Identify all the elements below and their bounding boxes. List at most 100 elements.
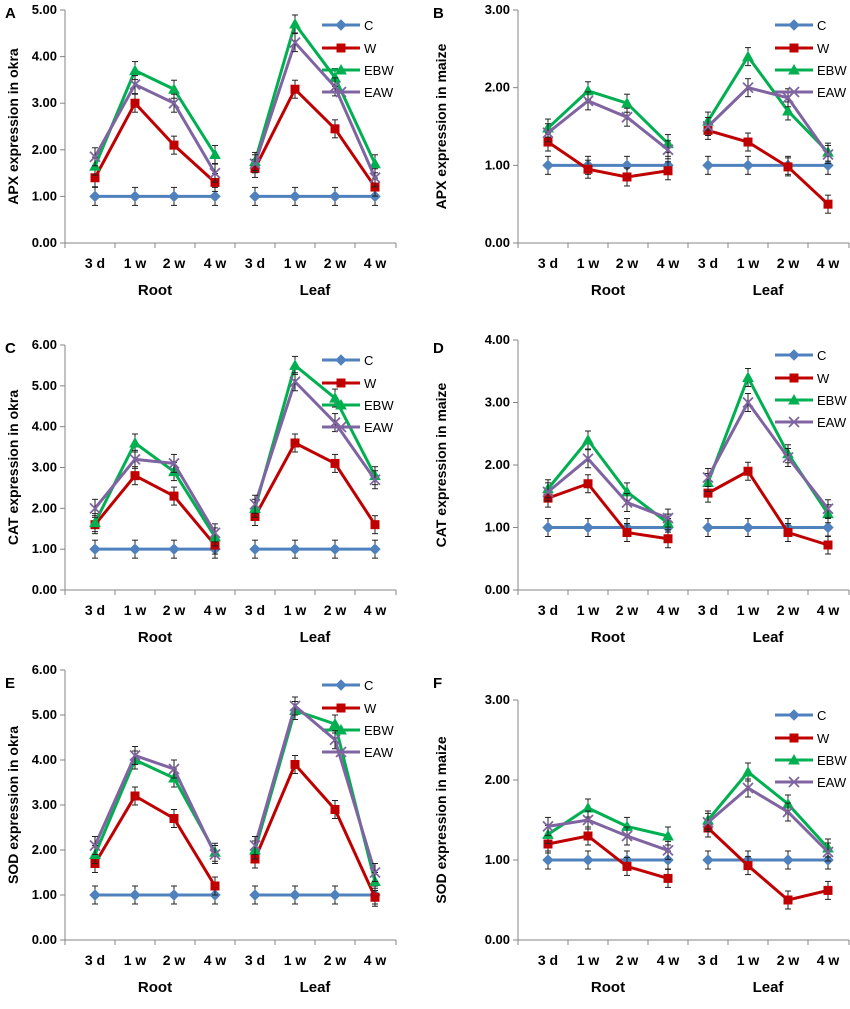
series-eaw xyxy=(542,393,834,528)
data-point xyxy=(622,528,632,537)
series-c xyxy=(89,539,381,559)
legend-item-w: W xyxy=(322,376,377,391)
data-point xyxy=(702,816,714,829)
data-point xyxy=(289,543,301,555)
data-point xyxy=(742,159,754,172)
y-axis-label: CAT expression in maize xyxy=(433,382,449,547)
data-point xyxy=(542,159,554,172)
legend-marker xyxy=(789,373,799,383)
y-axis-label: CAT expression in okra xyxy=(5,390,21,546)
series-eaw xyxy=(542,78,834,164)
data-point xyxy=(249,158,261,170)
x-tick-label: 3 d xyxy=(538,602,558,618)
data-point xyxy=(582,854,594,866)
y-tick-label: 2.00 xyxy=(485,457,510,472)
x-tick-label: 3 d xyxy=(698,952,718,968)
data-point xyxy=(743,137,753,147)
data-point xyxy=(542,854,554,866)
y-tick-label: 0.00 xyxy=(32,932,57,947)
data-point xyxy=(742,82,754,94)
x-tick-label: 2 w xyxy=(324,602,347,618)
data-point xyxy=(129,190,141,203)
series-line xyxy=(253,761,377,898)
legend-marker xyxy=(336,378,346,388)
legend-marker xyxy=(788,753,800,765)
data-point xyxy=(289,700,301,712)
y-tick-label: 1.00 xyxy=(32,541,57,556)
x-tick-label: 4 w xyxy=(657,602,680,618)
series-line xyxy=(253,39,377,179)
data-point xyxy=(370,520,380,530)
data-point xyxy=(621,496,633,509)
data-point xyxy=(702,521,714,534)
series-eaw xyxy=(89,372,381,543)
y-axis-label: SOD expression in okra xyxy=(5,726,21,884)
data-point xyxy=(168,543,180,555)
legend-label: C xyxy=(364,353,373,368)
y-tick-label: 0.00 xyxy=(485,582,510,597)
y-tick-label: 3.00 xyxy=(485,2,510,17)
series-ebw xyxy=(542,368,834,533)
legend-marker xyxy=(336,43,346,53)
data-point xyxy=(329,190,341,203)
group-label-root: Root xyxy=(591,979,625,996)
group-label-root: Root xyxy=(138,979,172,996)
data-point xyxy=(663,166,673,176)
data-point xyxy=(823,885,833,895)
data-point xyxy=(369,474,381,486)
data-point xyxy=(742,782,754,794)
legend-label: EBW xyxy=(364,63,394,78)
data-point xyxy=(702,120,714,133)
data-point xyxy=(663,534,673,544)
x-tick-label: 2 w xyxy=(777,952,800,968)
legend-item-eaw: EAW xyxy=(775,775,847,790)
x-tick-label: 2 w xyxy=(324,255,347,271)
series-line xyxy=(706,399,830,510)
legend-label: EBW xyxy=(364,723,394,738)
legend-label: EAW xyxy=(364,420,394,435)
y-tick-label: 1.00 xyxy=(485,852,510,867)
data-point xyxy=(89,543,101,555)
data-point xyxy=(369,157,381,169)
data-point xyxy=(209,527,221,539)
legend-item-c: C xyxy=(775,18,826,33)
x-tick-label: 1 w xyxy=(124,255,147,271)
group-label-leaf: Leaf xyxy=(753,979,785,996)
y-axis-label: SOD expression in maize xyxy=(433,736,449,903)
legend-item-ebw: EBW xyxy=(322,63,394,78)
data-point xyxy=(369,543,381,555)
series-line xyxy=(93,473,217,547)
x-tick-label: 1 w xyxy=(737,952,760,968)
series-line xyxy=(253,378,377,505)
legend-item-c: C xyxy=(322,678,373,693)
data-point xyxy=(662,854,674,866)
data-point xyxy=(129,543,141,555)
data-point xyxy=(823,199,833,209)
legend-label: W xyxy=(817,371,830,386)
x-tick-label: 1 w xyxy=(124,602,147,618)
data-point xyxy=(583,164,593,174)
series-line xyxy=(253,20,377,165)
data-point xyxy=(542,820,554,833)
series-eaw xyxy=(89,696,381,882)
legend-item-eaw: EAW xyxy=(322,745,394,760)
data-point xyxy=(783,895,793,905)
data-point xyxy=(129,78,141,91)
data-point xyxy=(662,829,674,841)
data-point xyxy=(129,64,141,76)
panel-letter: D xyxy=(433,340,444,357)
panel-letter: A xyxy=(5,5,16,22)
group-label-root: Root xyxy=(138,629,172,646)
data-point xyxy=(249,543,261,555)
legend-marker xyxy=(789,733,799,743)
data-point xyxy=(290,438,300,448)
legend-item-w: W xyxy=(322,701,377,716)
x-tick-label: 4 w xyxy=(204,602,227,618)
data-point xyxy=(168,457,180,470)
x-tick-label: 2 w xyxy=(163,602,186,618)
legend-label: C xyxy=(364,678,373,693)
legend-item-eaw: EAW xyxy=(775,85,847,100)
legend-marker xyxy=(335,354,347,366)
legend-marker xyxy=(788,19,800,31)
panel-f: F 0.00 1.00 2.00 3.00 3 d 1 w 2 w 4 w Root 3 d 1 w 2… xyxy=(433,675,850,996)
